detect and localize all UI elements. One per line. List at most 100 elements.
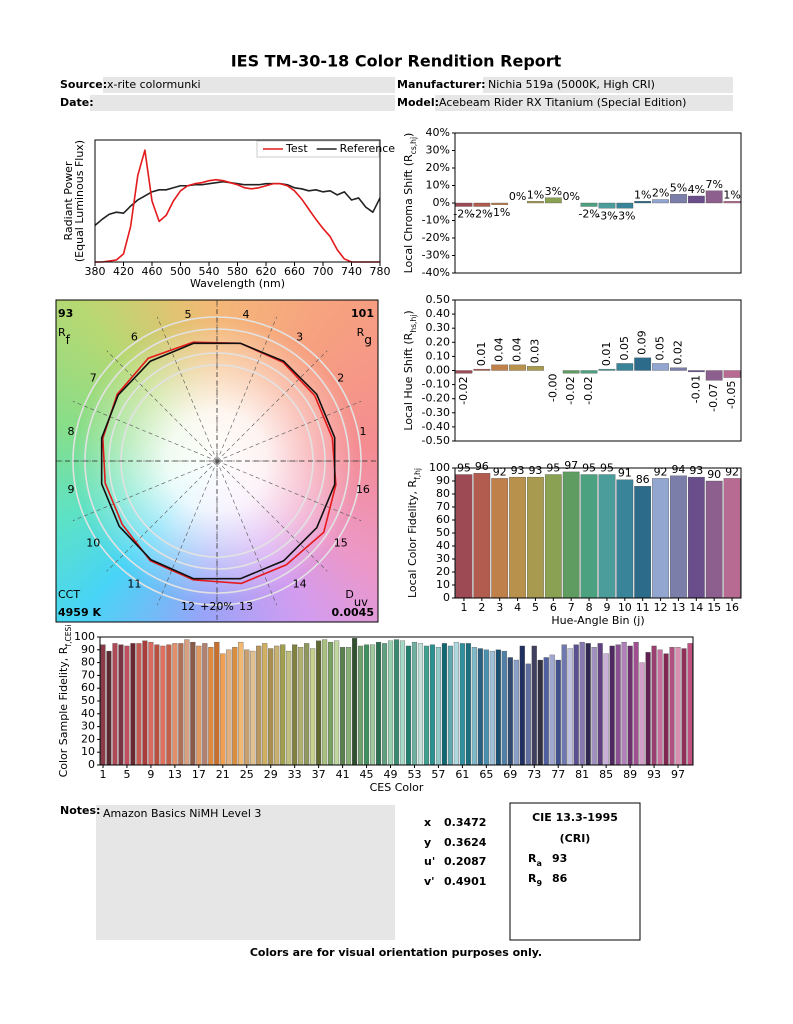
bar: [723, 201, 741, 204]
x-tick-label: 740: [341, 265, 362, 278]
legend-label: Reference: [340, 142, 396, 155]
bin-boundary: [106, 350, 218, 462]
bar: [304, 643, 310, 766]
spectrum-line: [95, 149, 380, 263]
bar: [634, 201, 652, 204]
bar: [364, 644, 370, 766]
x-tick-label: 69: [503, 768, 517, 781]
bar: [387, 640, 394, 766]
bin-label: 4: [243, 308, 250, 321]
bar: [190, 641, 196, 766]
bar: [519, 645, 525, 766]
bar: [598, 368, 616, 371]
data-label: 3%: [545, 185, 562, 198]
x-tick-label: 61: [455, 768, 469, 781]
y-tick-label: 80: [436, 487, 450, 500]
bar: [687, 643, 693, 766]
y-tick-label: 0.00: [426, 364, 451, 377]
cri-label-sub: 9: [536, 879, 542, 888]
bar: [705, 480, 723, 599]
y-tick-label: 100: [74, 630, 95, 643]
gamut-polygon: [100, 342, 336, 580]
x-tick-label: 620: [256, 265, 277, 278]
bar: [567, 648, 573, 766]
cri-label: Ra: [528, 852, 542, 868]
x-tick-label: 93: [647, 768, 661, 781]
bar: [244, 649, 250, 766]
bar: [616, 479, 634, 599]
bar: [316, 640, 322, 766]
bin-boundary: [216, 460, 362, 521]
y-tick-label: -0.30: [422, 406, 450, 419]
x-tick-label: 37: [312, 768, 326, 781]
bar: [226, 649, 232, 766]
x-tick-label: 380: [85, 265, 106, 278]
x-tick-label: 73: [527, 768, 541, 781]
bar: [473, 368, 491, 371]
data-label: -3%: [614, 209, 635, 222]
bar: [455, 370, 473, 374]
bar: [142, 640, 148, 766]
bar: [160, 645, 166, 766]
bar: [537, 659, 543, 766]
bar: [148, 641, 154, 766]
bar: [657, 649, 663, 766]
bar: [509, 476, 526, 599]
colorimetry-label: u': [424, 855, 435, 868]
y-tick-label: -10%: [422, 214, 450, 227]
bar: [598, 474, 616, 599]
y-tick-label: 30: [436, 552, 450, 565]
y-tick-label: 0.10: [426, 349, 451, 362]
data-label: 93: [511, 464, 525, 477]
bar: [399, 640, 406, 766]
bar: [310, 648, 316, 766]
bar: [681, 648, 687, 766]
data-label: 92: [725, 465, 739, 478]
bar: [473, 202, 491, 207]
y-axis-label-part: Local Chroma Shift (R: [402, 154, 415, 273]
data-label: 93: [689, 464, 703, 477]
bar: [328, 641, 334, 766]
plot-frame: [99, 636, 694, 766]
x-tick-label: 97: [671, 768, 685, 781]
x-tick-label: 77: [551, 768, 565, 781]
x-tick-label: 12: [654, 601, 668, 614]
data-label: -0.02: [564, 376, 577, 404]
bar: [723, 478, 741, 599]
y-tick-label: 0.30: [426, 321, 451, 334]
field-label: Source:: [60, 78, 107, 91]
data-label: 0.01: [600, 342, 613, 367]
y-axis-label-part: Local Hue Shift (R: [402, 332, 415, 430]
bar: [651, 645, 657, 766]
y-tick-label: 0: [443, 591, 450, 604]
bin-label: 8: [68, 425, 75, 438]
bar: [280, 644, 286, 766]
y-axis-label-sub: cs,hj: [409, 137, 418, 154]
bar: [580, 474, 598, 599]
x-tick-label: 85: [599, 768, 613, 781]
bar: [705, 190, 723, 204]
bar: [723, 370, 741, 378]
cct-label: CCT: [58, 588, 80, 601]
plot-frame: [454, 467, 742, 599]
y-tick-label: 50: [436, 526, 450, 539]
bar: [509, 364, 526, 371]
field-label: Model:: [397, 96, 439, 109]
x-tick-label: 3: [496, 601, 503, 614]
x-axis-label: Hue-Angle Bin (j): [551, 614, 644, 627]
bar: [562, 471, 580, 599]
data-label: 97: [564, 459, 578, 472]
x-tick-label: 25: [240, 768, 254, 781]
bar: [663, 653, 669, 766]
field-value: Acebeam Rider RX Titanium (Special Editi…: [439, 96, 686, 109]
y-axis-label-part: ): [402, 133, 415, 137]
bar: [196, 645, 202, 766]
bar: [455, 202, 473, 207]
bar: [346, 647, 352, 766]
bar: [616, 202, 634, 209]
x-tick-label: 4: [514, 601, 521, 614]
notes-field: [96, 805, 395, 940]
colorimetry-value: 0.3472: [444, 816, 486, 829]
bar: [597, 643, 603, 766]
